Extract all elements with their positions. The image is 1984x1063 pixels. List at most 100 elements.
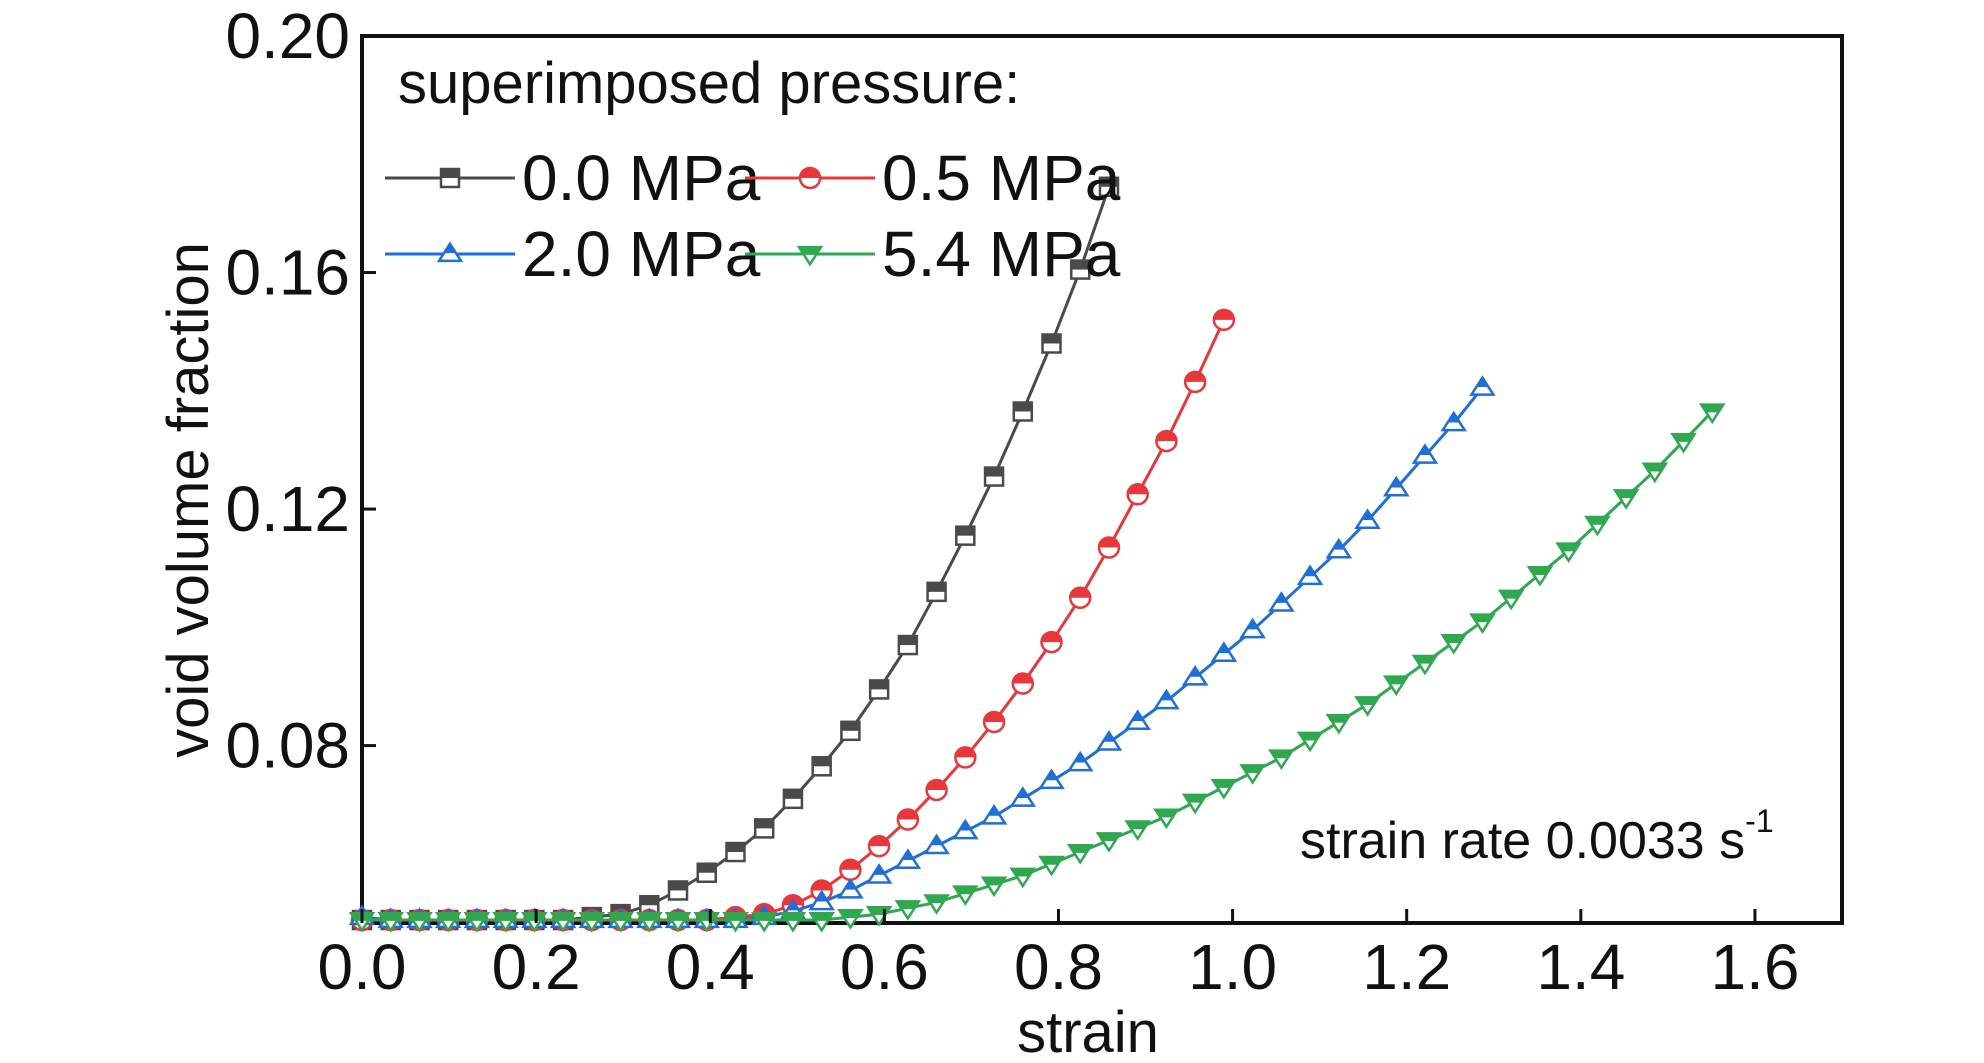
marker-fill	[810, 913, 833, 921]
data-point	[839, 858, 862, 882]
marker-fill	[1356, 697, 1379, 706]
marker-fill	[1413, 655, 1436, 664]
x-tick-label: 0.2	[492, 931, 581, 1003]
data-point	[779, 911, 807, 933]
marker-fill	[955, 747, 976, 758]
marker-fill	[800, 168, 820, 178]
marker-fill	[927, 582, 946, 592]
marker-fill	[925, 895, 948, 904]
marker-fill	[1471, 614, 1494, 623]
data-point	[1153, 808, 1180, 830]
marker-fill	[1042, 334, 1061, 344]
data-point	[1641, 462, 1669, 484]
data-point	[1555, 542, 1582, 564]
series-layer	[348, 176, 1726, 933]
data-point	[1155, 429, 1178, 453]
marker-fill	[523, 913, 546, 921]
data-point	[1153, 688, 1180, 710]
data-point	[983, 466, 1005, 487]
x-tick-label: 0.8	[1014, 931, 1103, 1003]
data-point	[549, 911, 577, 933]
marker-fill	[1071, 260, 1090, 270]
marker-fill	[1442, 635, 1465, 643]
legend-label: 5.4 MPa	[882, 218, 1121, 290]
data-point	[1268, 591, 1295, 612]
marker-fill	[640, 896, 659, 906]
data-point	[1210, 641, 1238, 663]
marker-fill	[667, 913, 690, 921]
data-point	[1210, 778, 1238, 800]
marker-fill	[987, 806, 1001, 816]
data-point	[406, 911, 433, 933]
data-point	[1098, 176, 1120, 198]
data-point	[607, 911, 634, 933]
marker-fill	[1126, 821, 1149, 830]
data-point	[1469, 613, 1496, 634]
x-axis-title: strain	[1017, 1000, 1159, 1063]
marker-fill	[1212, 780, 1235, 788]
marker-fill	[1099, 177, 1118, 187]
data-point	[952, 885, 979, 907]
data-point	[1124, 709, 1151, 731]
marker-fill	[896, 901, 919, 910]
marker-fill	[669, 881, 688, 891]
data-point	[1239, 617, 1266, 639]
legend-entry: 0.5 MPa	[745, 142, 1121, 214]
data-point	[1040, 630, 1063, 654]
data-point	[439, 167, 461, 189]
data-point	[1009, 867, 1037, 889]
data-point	[1181, 793, 1209, 815]
data-point	[840, 720, 861, 742]
marker-fill	[1500, 590, 1523, 599]
data-point	[1411, 443, 1439, 464]
marker-fill	[1327, 715, 1350, 723]
marker-fill	[1385, 676, 1408, 685]
data-point	[980, 876, 1008, 898]
data-point	[1066, 750, 1094, 772]
data-point	[923, 894, 950, 915]
data-point	[1011, 672, 1035, 695]
marker-fill	[1476, 377, 1489, 387]
marker-fill	[1390, 478, 1403, 488]
data-point	[436, 241, 464, 263]
data-point	[811, 756, 832, 777]
series-0-0-mpa	[351, 176, 1120, 931]
marker-fill	[1012, 673, 1033, 684]
marker-fill	[873, 865, 886, 875]
marker-fill	[1304, 566, 1317, 577]
data-point	[980, 803, 1008, 825]
marker-fill	[441, 169, 459, 178]
marker-fill	[1074, 753, 1087, 763]
marker-fill	[1299, 732, 1322, 741]
x-tick-label: 0.4	[666, 931, 755, 1003]
data-point	[1469, 375, 1496, 396]
marker-fill	[930, 835, 943, 846]
legend-entry: 2.0 MPa	[385, 218, 761, 290]
data-point	[1382, 475, 1410, 497]
data-point	[1009, 786, 1037, 807]
data-point	[808, 889, 835, 911]
legend-label: 2.0 MPa	[522, 218, 761, 290]
marker-fill	[1332, 540, 1345, 550]
data-point	[693, 911, 721, 933]
data-point	[923, 833, 950, 855]
x-tick-label: 0.6	[840, 931, 929, 1003]
data-point	[1296, 731, 1324, 753]
marker-fill	[1275, 593, 1288, 603]
strain-rate-superscript: -1	[1745, 803, 1773, 839]
data-point	[782, 788, 804, 810]
data-point	[1097, 536, 1121, 559]
y-tick-label: 0.16	[225, 237, 350, 309]
data-point	[926, 581, 947, 603]
marker-fill	[839, 910, 862, 918]
data-point	[1212, 308, 1236, 332]
marker-fill	[799, 247, 821, 255]
data-point	[1526, 566, 1554, 587]
data-point	[1069, 259, 1091, 280]
marker-fill	[724, 913, 747, 921]
marker-fill	[954, 886, 977, 895]
marker-fill	[783, 789, 802, 799]
marker-fill	[1418, 445, 1432, 455]
data-point	[867, 834, 891, 858]
marker-fill	[1586, 517, 1609, 525]
